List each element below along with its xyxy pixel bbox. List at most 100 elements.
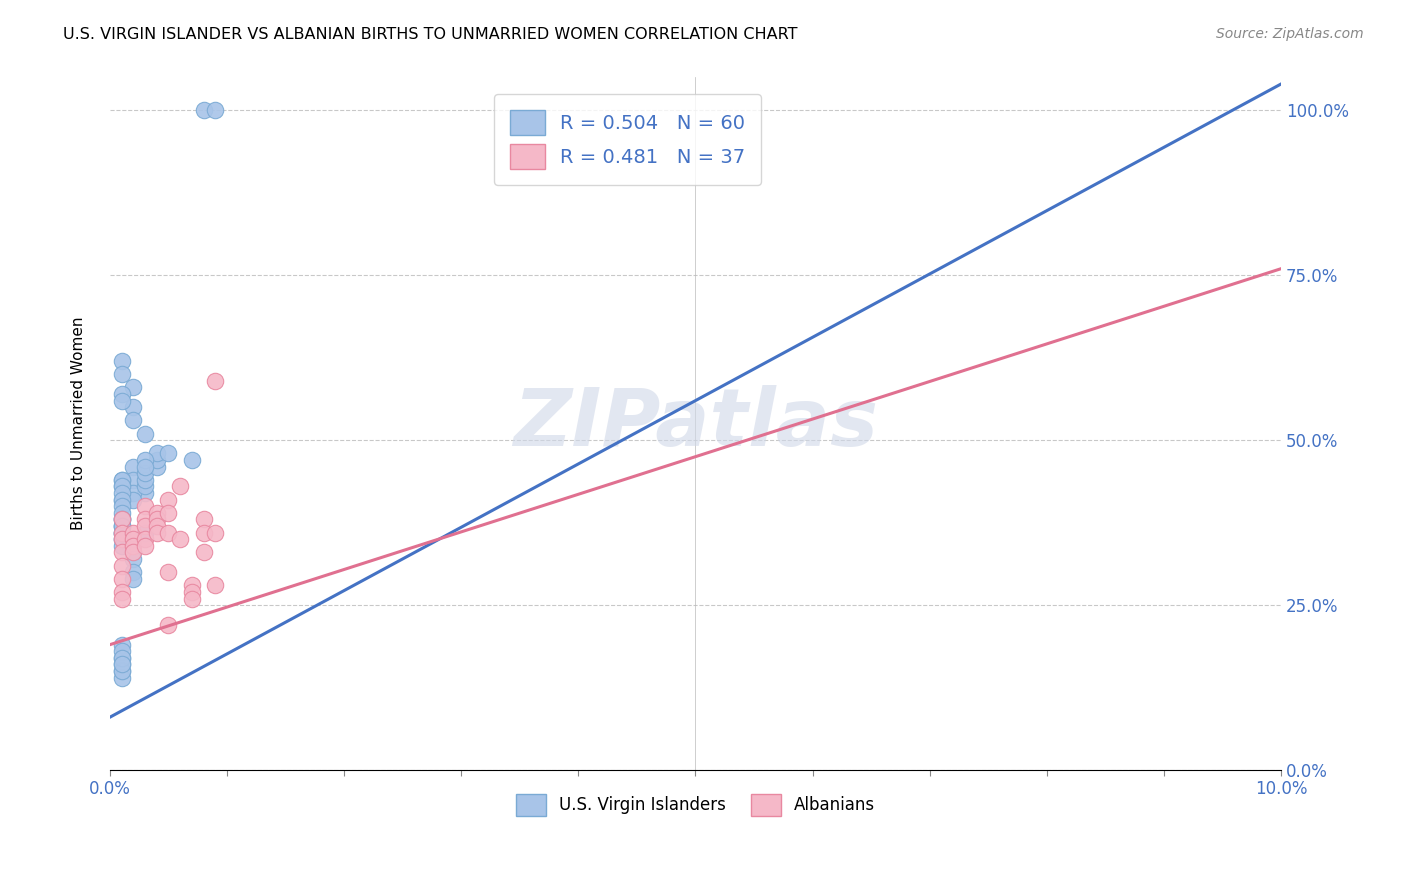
Point [134, 499, 156, 513]
Point [157, 446, 180, 460]
Point [134, 459, 156, 474]
Point [110, 651, 132, 665]
Point [122, 473, 145, 487]
Point [110, 499, 132, 513]
Point [110, 651, 132, 665]
Point [122, 572, 145, 586]
Point [122, 539, 145, 553]
Point [110, 572, 132, 586]
Point [110, 519, 132, 533]
Point [157, 618, 180, 632]
Point [134, 539, 156, 553]
Point [122, 552, 145, 566]
Point [110, 532, 132, 546]
Point [110, 591, 132, 606]
Point [110, 486, 132, 500]
Point [180, 585, 202, 599]
Point [134, 466, 156, 480]
Point [110, 525, 132, 540]
Point [110, 525, 132, 540]
Point [134, 453, 156, 467]
Text: ZIPatlas: ZIPatlas [513, 384, 877, 463]
Point [122, 459, 145, 474]
Point [110, 525, 132, 540]
Point [110, 512, 132, 526]
Point [145, 446, 167, 460]
Point [122, 401, 145, 415]
Point [145, 519, 167, 533]
Point [110, 492, 132, 507]
Point [134, 473, 156, 487]
Point [157, 492, 180, 507]
Point [110, 519, 132, 533]
Point [110, 664, 132, 678]
Point [134, 479, 156, 493]
Point [169, 479, 191, 493]
Point [134, 525, 156, 540]
Text: U.S. VIRGIN ISLANDER VS ALBANIAN BIRTHS TO UNMARRIED WOMEN CORRELATION CHART: U.S. VIRGIN ISLANDER VS ALBANIAN BIRTHS … [63, 27, 797, 42]
Point [110, 393, 132, 408]
Point [110, 671, 132, 685]
Point [145, 512, 167, 526]
Point [110, 473, 132, 487]
Point [157, 565, 180, 579]
Point [169, 532, 191, 546]
Point [110, 479, 132, 493]
Point [110, 558, 132, 573]
Point [180, 578, 202, 592]
Point [110, 354, 132, 368]
Point [110, 638, 132, 652]
Point [134, 519, 156, 533]
Point [110, 585, 132, 599]
Point [110, 368, 132, 382]
Point [110, 657, 132, 672]
Point [110, 506, 132, 520]
Point [204, 525, 226, 540]
Point [110, 644, 132, 658]
Point [193, 525, 215, 540]
Point [193, 103, 215, 118]
Point [134, 532, 156, 546]
Point [110, 657, 132, 672]
Point [122, 565, 145, 579]
Point [134, 512, 156, 526]
Point [110, 525, 132, 540]
Point [145, 459, 167, 474]
Point [110, 532, 132, 546]
Point [122, 545, 145, 559]
Text: Source: ZipAtlas.com: Source: ZipAtlas.com [1216, 27, 1364, 41]
Point [157, 525, 180, 540]
Point [134, 486, 156, 500]
Point [145, 453, 167, 467]
Y-axis label: Births to Unmarried Women: Births to Unmarried Women [72, 317, 86, 531]
Point [110, 492, 132, 507]
Point [110, 479, 132, 493]
Point [180, 591, 202, 606]
Point [122, 525, 145, 540]
Point [122, 380, 145, 394]
Point [110, 532, 132, 546]
Point [204, 374, 226, 388]
Point [110, 512, 132, 526]
Point [122, 545, 145, 559]
Point [145, 525, 167, 540]
Point [110, 519, 132, 533]
Point [122, 492, 145, 507]
Point [122, 532, 145, 546]
Point [110, 512, 132, 526]
Point [204, 578, 226, 592]
Point [145, 506, 167, 520]
Point [110, 664, 132, 678]
Point [110, 545, 132, 559]
Point [157, 506, 180, 520]
Point [193, 512, 215, 526]
Point [122, 413, 145, 427]
Point [193, 545, 215, 559]
Point [110, 387, 132, 401]
Point [122, 486, 145, 500]
Point [110, 539, 132, 553]
Legend: U.S. Virgin Islanders, Albanians: U.S. Virgin Islanders, Albanians [508, 786, 883, 824]
Point [204, 103, 226, 118]
Point [134, 426, 156, 441]
Point [180, 453, 202, 467]
